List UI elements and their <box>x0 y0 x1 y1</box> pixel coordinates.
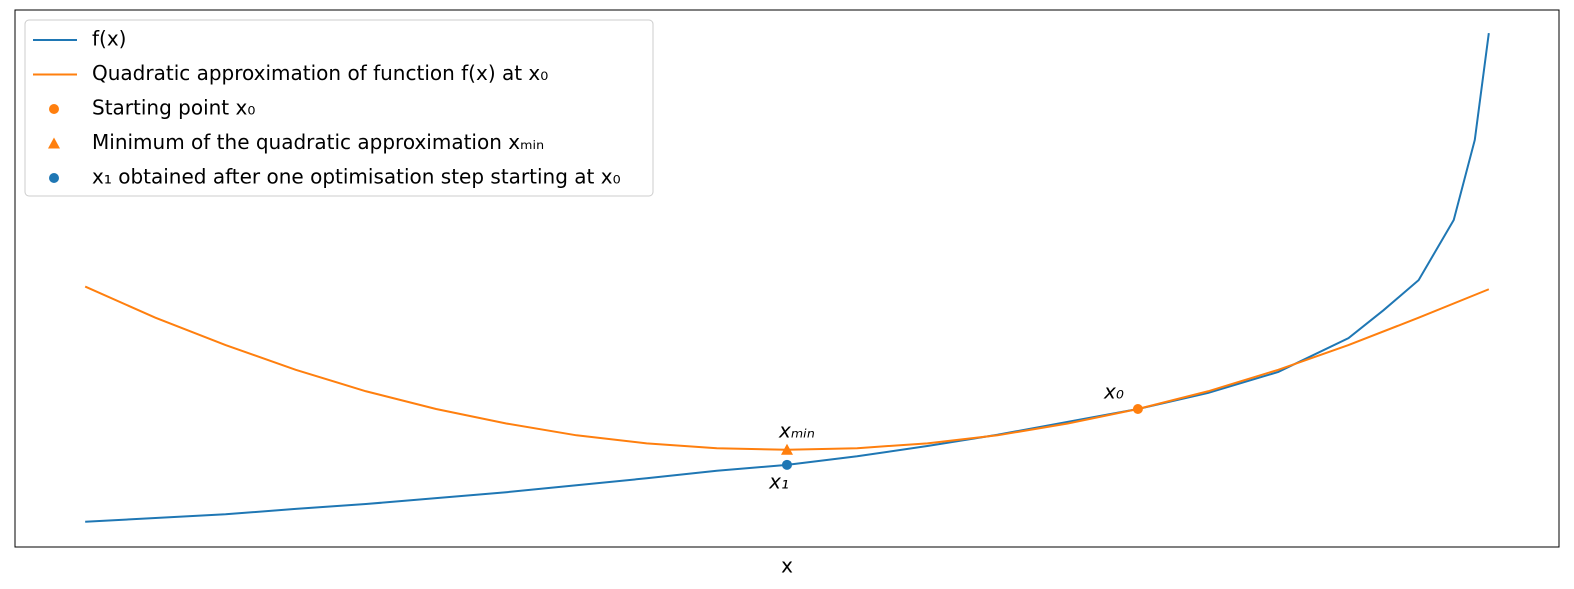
legend-swatch <box>49 104 59 114</box>
circle-marker <box>782 459 792 470</box>
legend-swatch <box>48 137 60 149</box>
legend-box <box>24 19 654 197</box>
point-label: x₀ <box>1103 379 1124 403</box>
legend-label: Minimum of the quadratic approximation x… <box>92 130 544 154</box>
point-label: xₘᵢₙ <box>778 418 815 442</box>
point-label: x₁ <box>768 469 789 493</box>
plot-frame <box>14 9 1560 548</box>
x-axis-label: x <box>781 554 793 578</box>
legend-label: f(x) <box>92 27 126 51</box>
legend-swatch <box>49 173 59 183</box>
legend-label: Quadratic approximation of function f(x)… <box>92 61 548 85</box>
legend-label: x₁ obtained after one optimisation step … <box>92 165 621 189</box>
legend-label: Starting point x₀ <box>92 96 255 120</box>
triangle-marker <box>781 443 793 455</box>
line-series <box>85 32 1490 523</box>
circle-marker <box>1132 403 1143 414</box>
